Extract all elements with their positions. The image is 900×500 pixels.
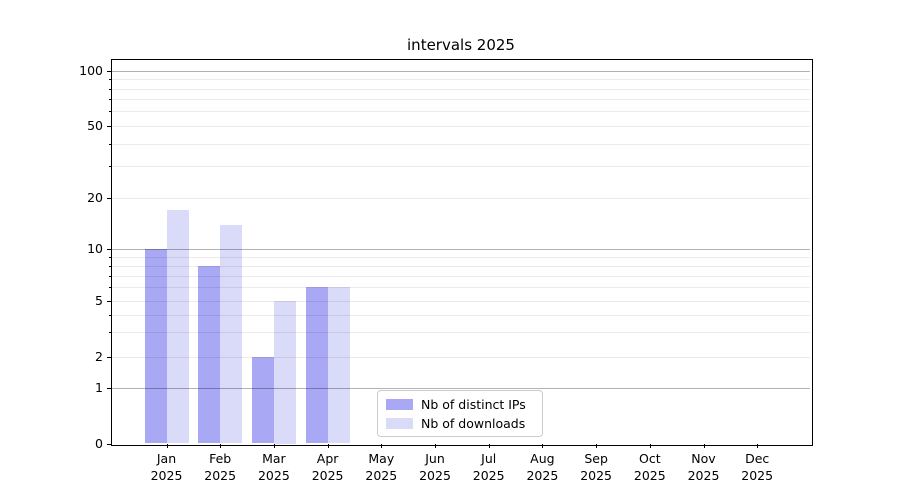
y-tick-minor xyxy=(108,257,111,259)
bar-distinct-ips xyxy=(198,265,221,444)
gridline-major xyxy=(112,249,810,251)
y-tick-minor xyxy=(108,265,111,267)
x-tick xyxy=(273,444,275,448)
gridline-minor xyxy=(112,88,810,90)
bar-distinct-ips xyxy=(144,249,167,444)
x-tick-label: Dec 2025 xyxy=(741,451,774,483)
gridline-minor xyxy=(112,265,810,267)
y-tick-minor xyxy=(108,314,111,316)
x-tick-label: Oct 2025 xyxy=(633,451,666,483)
gridline-minor xyxy=(112,126,810,127)
y-tick xyxy=(106,356,111,358)
x-tick xyxy=(435,444,436,448)
y-tick-minor xyxy=(108,143,111,145)
y-tick xyxy=(106,126,111,127)
gridline-minor xyxy=(112,143,810,145)
y-tick xyxy=(106,198,111,200)
gridline-minor xyxy=(112,314,810,316)
gridline-minor xyxy=(112,99,810,101)
gridline-minor xyxy=(112,111,810,113)
x-tick-label: Apr 2025 xyxy=(311,451,344,483)
y-tick-minor xyxy=(108,111,111,113)
y-tick xyxy=(106,443,111,445)
legend-swatch-downloads xyxy=(386,417,413,429)
x-tick-label: Feb 2025 xyxy=(204,451,237,483)
x-tick xyxy=(757,444,759,448)
x-tick-label: Aug 2025 xyxy=(526,451,559,483)
y-tick-label: 20 xyxy=(87,190,103,206)
x-tick-label: Jan 2025 xyxy=(150,451,183,483)
y-tick-minor xyxy=(108,275,111,277)
x-tick-label: May 2025 xyxy=(365,451,398,483)
y-tick-label: 10 xyxy=(87,241,103,257)
y-tick xyxy=(106,249,111,251)
x-tick xyxy=(703,444,705,448)
bar-downloads xyxy=(273,301,296,444)
gridline-minor xyxy=(112,79,810,81)
y-tick-label: 5 xyxy=(95,293,103,308)
y-tick-label: 50 xyxy=(87,118,103,133)
gridline-minor xyxy=(112,257,810,259)
chart-title: intervals 2025 xyxy=(407,36,515,54)
x-tick xyxy=(488,444,490,448)
gridline-major xyxy=(112,70,810,72)
x-tick xyxy=(220,444,222,448)
gridline-minor xyxy=(112,332,810,334)
y-tick-minor xyxy=(108,99,111,101)
x-tick-label: Jul 2025 xyxy=(472,451,505,483)
x-tick xyxy=(649,444,651,448)
gridline-minor xyxy=(112,287,810,289)
legend-label-distinct-ips: Nb of distinct IPs xyxy=(421,396,526,412)
y-tick-minor xyxy=(108,332,111,334)
x-tick xyxy=(381,444,383,448)
y-tick xyxy=(106,70,111,72)
y-tick-label: 100 xyxy=(79,62,103,78)
legend-swatch-distinct-ips xyxy=(386,398,413,410)
bar-distinct-ips xyxy=(305,287,328,444)
bar-downloads xyxy=(220,224,243,444)
y-tick-label: 1 xyxy=(95,380,103,396)
y-tick-label: 2 xyxy=(95,348,103,364)
y-tick-minor xyxy=(108,79,111,81)
bar-distinct-ips xyxy=(251,356,274,444)
legend-item-downloads: Nb of downloads xyxy=(386,417,542,430)
x-tick xyxy=(542,444,544,448)
x-tick xyxy=(327,444,329,448)
x-tick-label: Jun 2025 xyxy=(419,451,451,483)
y-tick xyxy=(106,388,111,390)
gridline-minor xyxy=(112,166,810,168)
y-tick-label: 0 xyxy=(95,435,103,451)
gridline-minor xyxy=(112,275,810,277)
gridline-major xyxy=(112,388,810,390)
y-tick-minor xyxy=(108,166,111,168)
gridline-minor xyxy=(112,198,810,200)
y-tick-minor xyxy=(108,287,111,289)
gridline-minor xyxy=(112,301,810,302)
x-tick-label: Nov 2025 xyxy=(687,451,720,483)
bar-downloads xyxy=(327,287,350,444)
y-tick xyxy=(106,301,111,302)
x-tick xyxy=(166,444,168,448)
legend-label-downloads: Nb of downloads xyxy=(421,415,526,431)
legend: Nb of distinct IPs Nb of downloads xyxy=(377,390,543,437)
legend-item-distinct-ips: Nb of distinct IPs xyxy=(386,398,542,411)
x-tick-label: Sep 2025 xyxy=(580,451,612,483)
gridline-minor xyxy=(112,356,810,358)
x-tick xyxy=(596,444,598,448)
x-tick-label: Mar 2025 xyxy=(257,451,290,483)
bar-downloads xyxy=(166,210,189,444)
y-tick-minor xyxy=(108,88,111,90)
